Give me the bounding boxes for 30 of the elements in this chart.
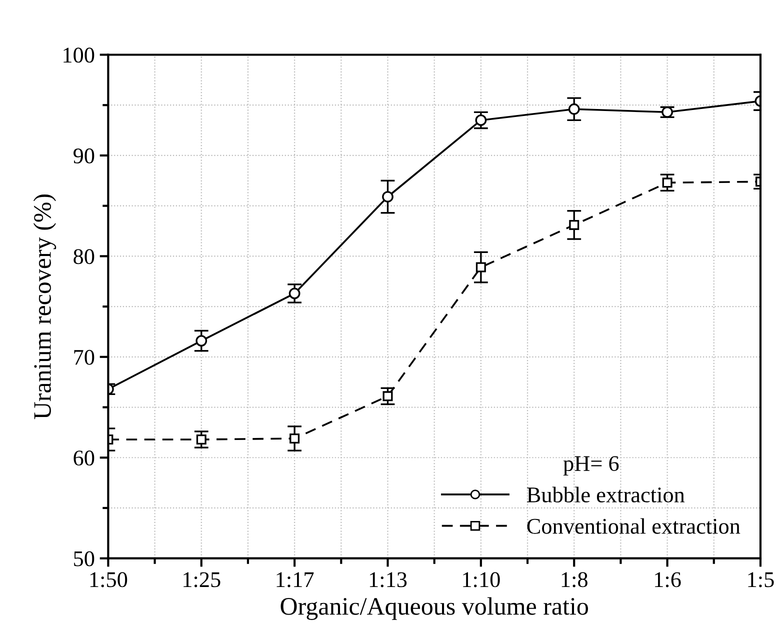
y-axis-title: Uranium recovery (%) [33,194,56,420]
y-tick-label: 90 [73,148,94,164]
y-tick-label: 70 [74,350,94,365]
x-tick-label: 1:50 [90,572,128,588]
point [196,335,208,346]
point [382,391,393,402]
x-tick-label: 1:13 [370,572,407,588]
y-tick-label: 100 [64,48,94,63]
x-tick-label: 1:10 [463,572,500,588]
y-tick-label: 60 [74,450,94,466]
x-tick-label: 1:8 [562,572,588,588]
point [569,220,580,230]
point [475,114,487,126]
point [290,433,300,444]
legend-label: Conventional extraction [527,518,740,534]
point [382,191,394,202]
x-tick-label: 1:17 [276,572,314,588]
y-tick-label: 80 [74,249,94,264]
point [196,434,206,444]
legend-title: pH= 6 [563,456,619,476]
point [476,262,486,272]
x-tick-label: 1:6 [655,572,681,588]
point [662,178,672,188]
point [568,103,580,115]
x-tick-label: 1:5 [748,572,774,588]
x-axis-title: Organic/Aqueous volume ratio [280,597,588,620]
y-tick-label: 50 [74,551,94,566]
legend-label: Bubble extraction [526,486,685,502]
point [288,288,300,300]
x-tick-label: 1:25 [184,572,220,588]
